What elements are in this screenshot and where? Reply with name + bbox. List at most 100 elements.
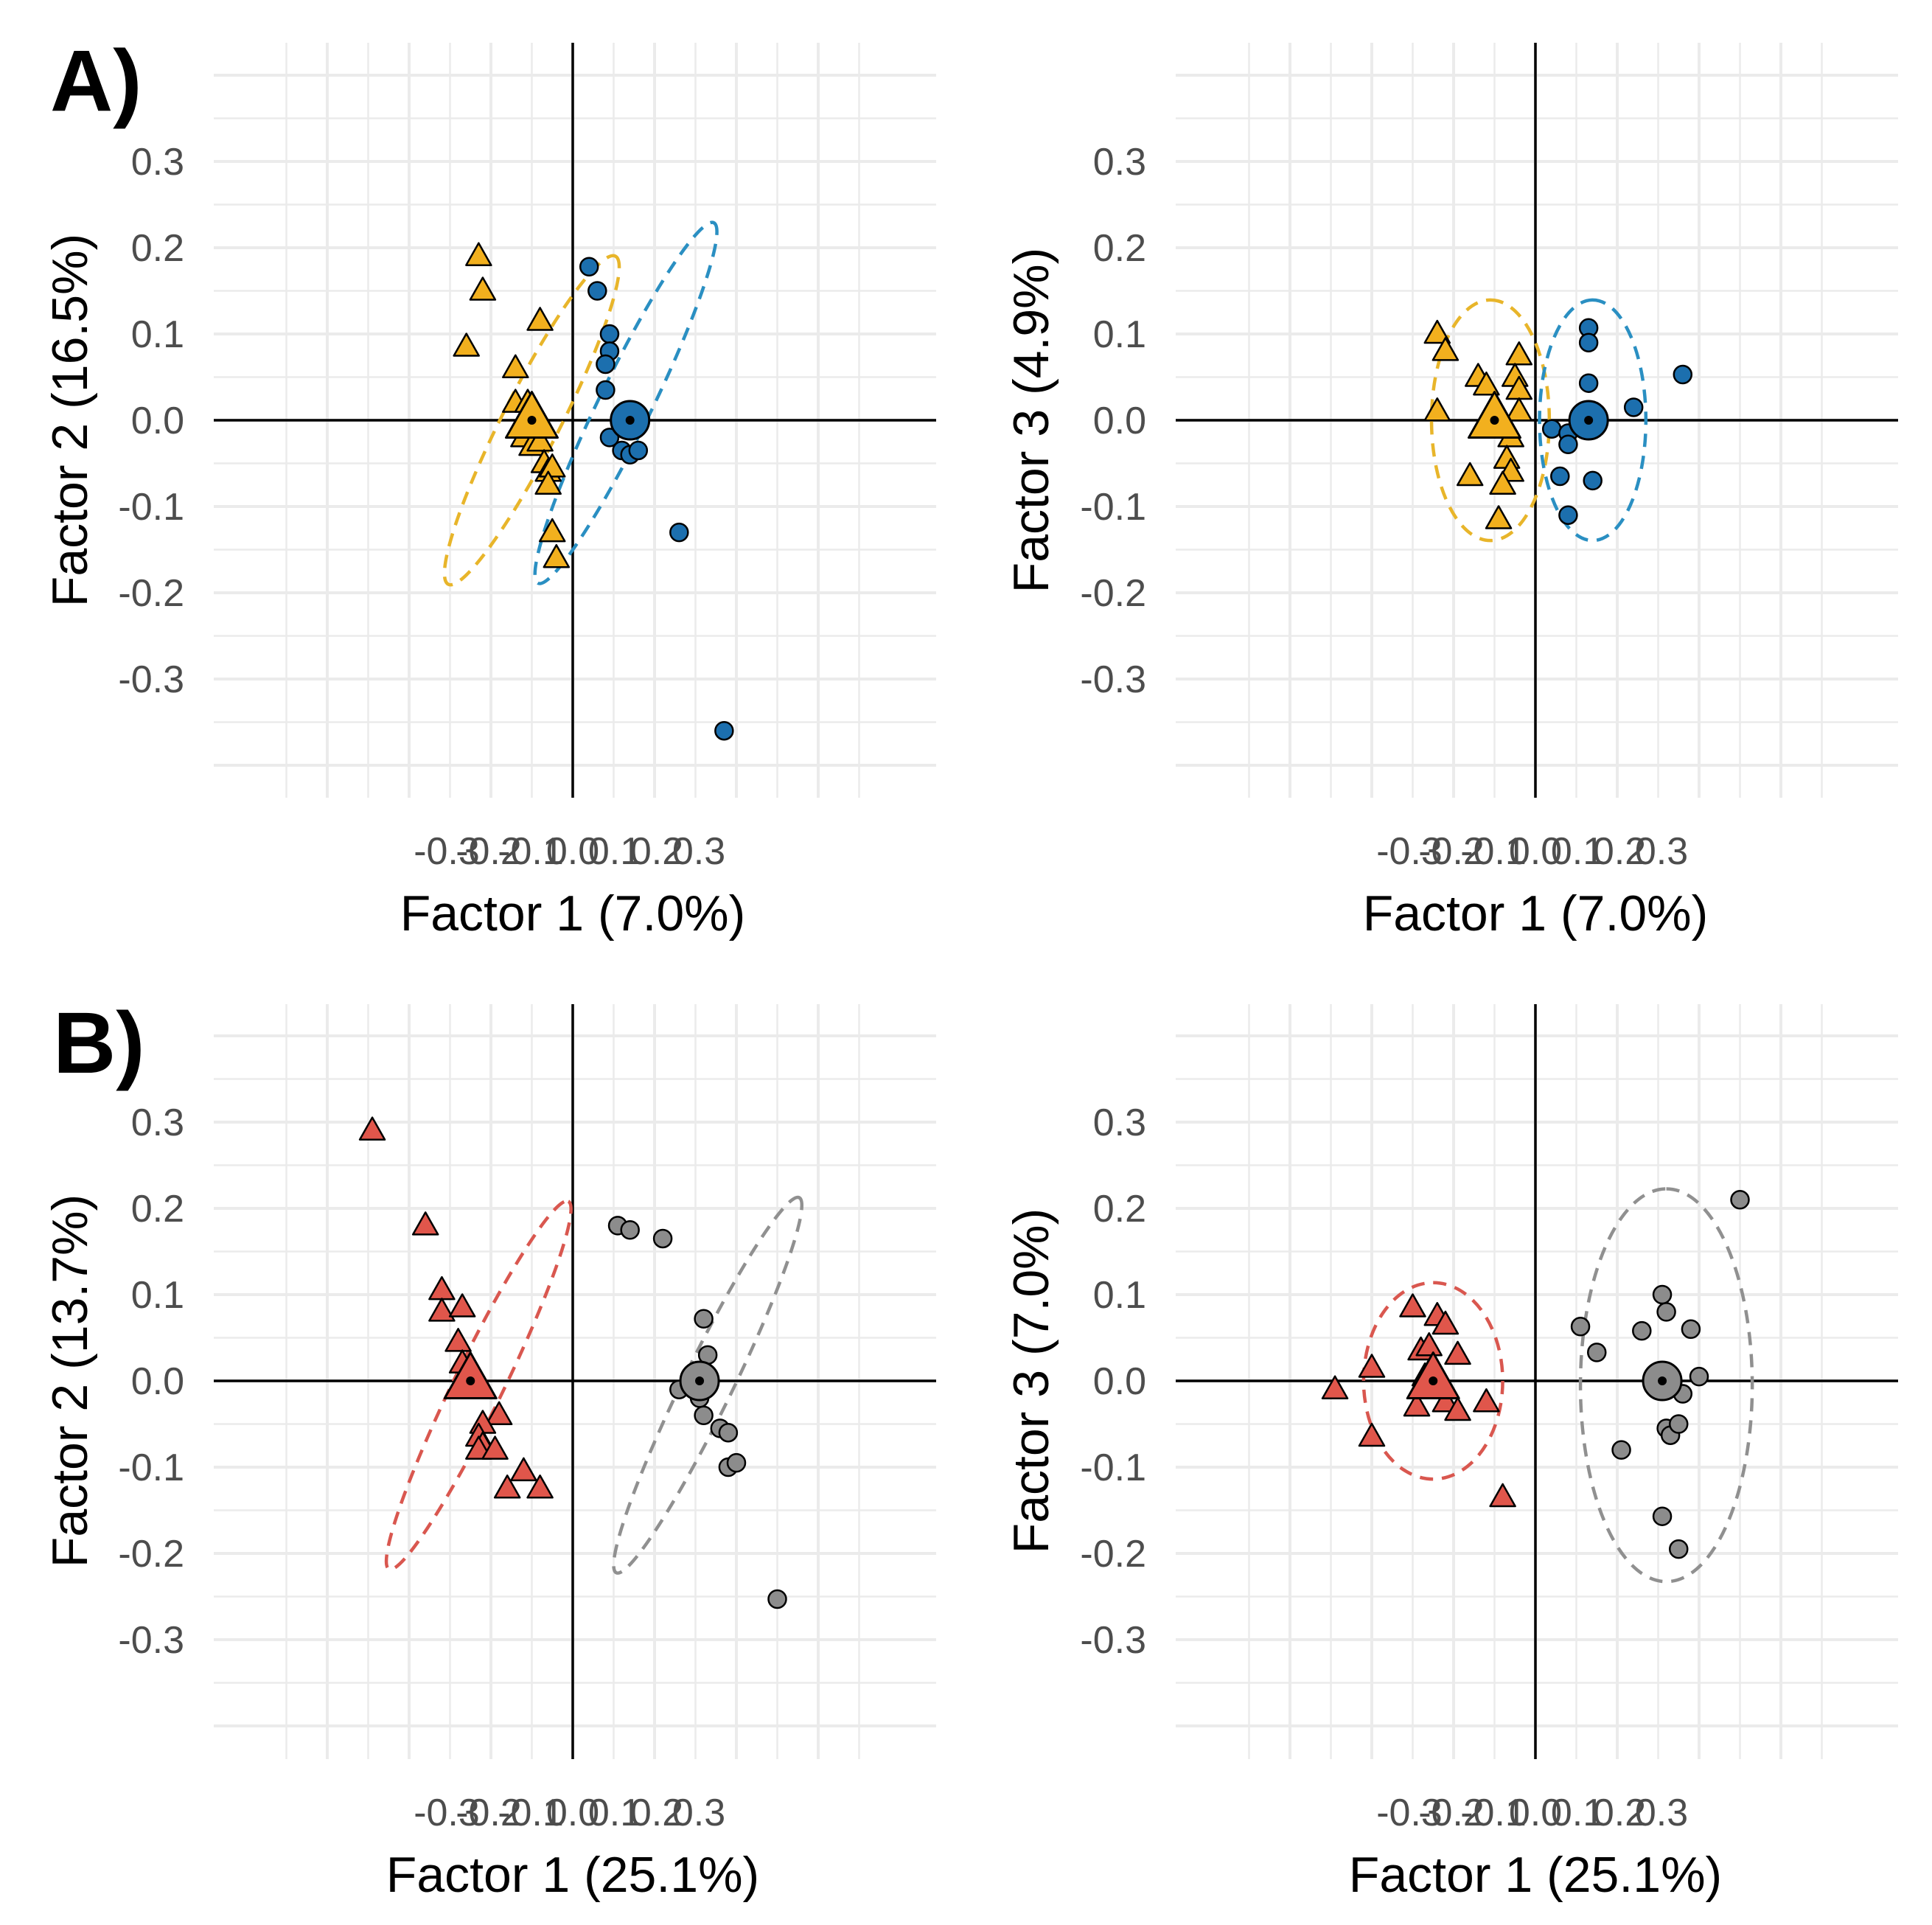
confidence-ellipse-blue-circles	[533, 220, 719, 585]
data-point-triangle	[539, 453, 566, 478]
y-tick-label: 0.2	[131, 227, 184, 270]
data-point-triangle	[453, 333, 480, 357]
data-point-triangle	[539, 518, 566, 543]
x-tick-label: -0.1	[498, 1792, 564, 1834]
scatter-plot-factor1-vs-factor3-a: 0.30.20.10.0-0.1-0.2-0.3-0.3-0.2-0.10.00…	[1003, 43, 1898, 941]
data-point-circle	[1689, 1366, 1709, 1387]
data-point-circle	[718, 1422, 739, 1443]
series-blue-circles	[579, 257, 734, 741]
y-tick-label: -0.1	[118, 486, 184, 529]
data-point-triangle	[543, 543, 571, 568]
data-point-circle	[1669, 1539, 1689, 1559]
data-point-triangle	[526, 1475, 554, 1499]
data-point-triangle	[444, 1328, 472, 1352]
x-tick-label: -0.1	[1460, 830, 1527, 873]
y-tick-label: 0.0	[131, 1360, 184, 1403]
centroid-dot	[1429, 1376, 1438, 1385]
x-tick-label: 0.2	[630, 1792, 683, 1834]
centroid-dot	[1584, 416, 1594, 425]
data-point-circle	[1656, 1302, 1676, 1322]
data-point-triangle	[1399, 1293, 1426, 1317]
y-tick-label: -0.2	[118, 572, 184, 615]
y-tick-label: 0.0	[1093, 400, 1146, 442]
x-tick-label: -0.3	[1376, 1792, 1443, 1834]
data-point-circle	[1578, 373, 1599, 393]
data-point-circle	[1578, 333, 1599, 352]
data-point-triangle	[526, 428, 554, 452]
data-point-circle	[694, 1405, 714, 1426]
data-point-circle	[1541, 419, 1562, 439]
x-tick-label: 0.2	[630, 830, 683, 873]
scatter-plot-factor1-vs-factor2-b: 0.30.20.10.0-0.1-0.2-0.3-0.3-0.2-0.10.00…	[42, 1004, 936, 1903]
x-tick-label: 0.0	[546, 1792, 599, 1834]
data-point-circle	[1652, 1506, 1673, 1526]
data-point-circle	[599, 428, 620, 448]
data-point-triangle	[1431, 1310, 1460, 1335]
y-tick-label: 0.0	[1093, 1360, 1146, 1403]
series-yellow-triangles	[453, 242, 571, 568]
data-point-triangle	[1489, 1483, 1516, 1508]
data-point-circle	[587, 281, 607, 301]
data-point-circle	[1681, 1319, 1701, 1340]
x-axis-title: Factor 1 (25.1%)	[1349, 1847, 1722, 1903]
data-point-circle	[1730, 1190, 1750, 1210]
data-point-triangle	[1456, 462, 1484, 487]
x-axis-title: Factor 1 (7.0%)	[1363, 885, 1709, 941]
x-axis-title: Factor 1 (25.1%)	[386, 1847, 759, 1903]
data-point-circle	[694, 1309, 714, 1329]
y-axis-title: Factor 2 (13.7%)	[42, 1194, 98, 1567]
data-point-triangle	[493, 1475, 521, 1499]
confidence-ellipse-gray-circles	[612, 1195, 804, 1575]
x-tick-label: 0.0	[1509, 1792, 1562, 1834]
centroid-triangle	[1406, 1351, 1460, 1400]
centroid-dot	[695, 1376, 705, 1385]
y-tick-label: 0.3	[1093, 141, 1146, 184]
x-tick-label: -0.2	[456, 830, 522, 873]
x-tick-label: 0.3	[1635, 1792, 1688, 1834]
y-tick-label: -0.1	[1080, 486, 1146, 529]
data-point-triangle	[428, 1298, 456, 1322]
y-tick-label: -0.2	[118, 1533, 184, 1576]
x-tick-label: 0.1	[1551, 830, 1604, 873]
centroid-dot	[625, 416, 635, 425]
data-point-triangle	[1473, 1388, 1500, 1413]
data-point-circle	[599, 324, 620, 344]
data-point-triangle	[1505, 341, 1533, 366]
data-point-circle	[1583, 470, 1603, 491]
x-tick-label: -0.3	[414, 830, 480, 873]
data-point-triangle	[1423, 397, 1451, 422]
panel-label-b: B)	[53, 995, 145, 1092]
scatter-plot-factor1-vs-factor3-b: 0.30.20.10.0-0.1-0.2-0.3-0.3-0.2-0.10.00…	[1003, 1004, 1898, 1903]
data-point-circle	[726, 1452, 747, 1473]
x-tick-label: 0.3	[672, 830, 725, 873]
series-yellow-triangles	[1423, 319, 1533, 529]
y-axis-title: Factor 2 (16.5%)	[42, 234, 98, 607]
data-point-circle	[1669, 1414, 1689, 1434]
y-tick-label: 0.1	[131, 313, 184, 356]
data-point-triangle	[1431, 337, 1460, 361]
y-axis-title: Factor 3 (7.0%)	[1003, 1208, 1059, 1554]
data-point-triangle	[502, 354, 529, 379]
series-gray-circles	[1570, 1190, 1750, 1559]
x-axis-title: Factor 1 (7.0%)	[400, 885, 746, 941]
y-tick-label: -0.1	[1080, 1447, 1146, 1489]
data-point-circle	[579, 257, 599, 276]
x-tick-label: 0.3	[672, 1792, 725, 1834]
data-point-triangle	[1358, 1422, 1386, 1447]
y-tick-label: 0.3	[131, 1101, 184, 1144]
x-tick-label: 0.1	[588, 830, 641, 873]
data-point-triangle	[1431, 1388, 1460, 1413]
data-point-circle	[652, 1228, 673, 1249]
data-point-triangle	[1473, 371, 1500, 396]
y-tick-label: 0.3	[131, 141, 184, 184]
y-tick-label: 0.2	[1093, 1188, 1146, 1230]
x-tick-label: 0.2	[1593, 830, 1646, 873]
data-point-circle	[1558, 505, 1578, 525]
data-point-triangle	[469, 276, 497, 301]
data-point-triangle	[1423, 319, 1451, 344]
centroid-dot	[466, 1376, 475, 1385]
confidence-ellipse-blue-circles	[1538, 298, 1648, 543]
series-gray-circles	[607, 1216, 787, 1609]
data-point-triangle	[510, 1457, 537, 1482]
